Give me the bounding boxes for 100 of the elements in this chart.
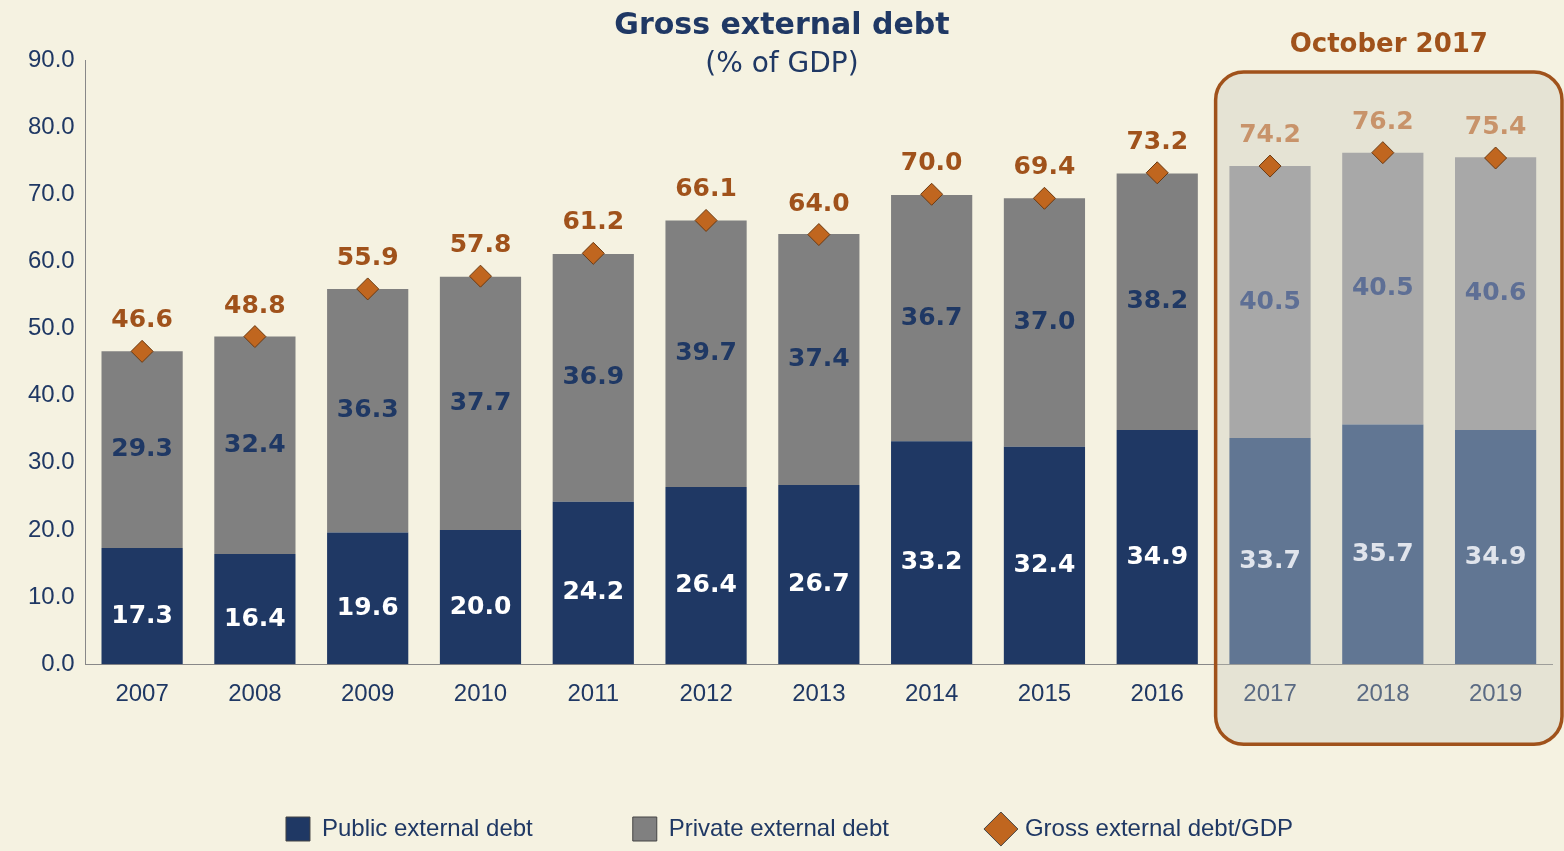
data-label: 66.1 [675,173,737,203]
data-label: 33.2 [900,546,963,576]
data-label: 64.0 [788,187,850,217]
x-tick-label: 2009 [340,679,395,707]
bar [891,194,973,442]
bar [891,441,973,665]
y-tick-label: 30.0 [27,447,75,475]
data-label: 40.5 [1239,285,1301,315]
bar [552,254,634,502]
y-tick-label: 70.0 [27,178,75,206]
x-tick-label: 2015 [1017,679,1072,707]
point [694,208,718,232]
bar [327,288,409,533]
bar [552,501,634,665]
data-label: 17.3 [111,599,173,629]
bar [1229,166,1311,438]
y-tick-label: 10.0 [27,581,75,609]
data-label: 35.7 [1351,537,1414,567]
point [807,223,831,247]
bar [778,484,860,665]
y-tick-label: 90.0 [27,44,75,72]
data-label: 33.7 [1239,544,1301,574]
x-tick-label: 2017 [1243,679,1297,707]
x-tick-label: 2008 [228,679,282,707]
chart-title: Gross external debt [614,6,950,41]
bar [665,220,747,487]
x-tick-label: 2007 [115,679,169,707]
data-label: 26.4 [675,569,737,599]
y-tick-label: 50.0 [27,313,75,341]
data-label: 32.4 [224,428,286,458]
data-label: 48.8 [224,289,286,319]
point [1484,146,1508,170]
data-label: 75.4 [1464,111,1527,141]
x-tick-label: 2010 [453,679,508,707]
point [1032,186,1056,210]
data-label: 46.6 [111,304,173,334]
point [1258,154,1282,178]
y-tick-label: 0.0 [41,648,75,676]
bar [1342,424,1424,665]
bar [214,554,296,665]
bar [101,351,183,549]
point [130,339,154,363]
data-label: 37.0 [1013,305,1076,335]
data-label: 36.7 [900,301,963,331]
band-label: October 2017 [1289,27,1488,58]
point [468,264,492,288]
bar [1342,152,1424,425]
bar [1229,437,1311,665]
bar [1003,446,1086,665]
point [243,325,267,349]
data-label: 16.4 [224,602,286,632]
data-label: 37.4 [788,342,850,372]
data-label: 36.9 [562,361,625,391]
x-tick-label: 2019 [1468,679,1523,707]
y-tick-label: 40.0 [27,380,75,408]
legend-label: Gross external debt/GDP [1024,813,1294,841]
data-label: 70.0 [900,147,963,177]
bar [327,532,409,665]
bar [1455,157,1537,430]
data-label: 55.9 [336,241,399,271]
bar [101,548,183,665]
bar [778,233,860,485]
data-label: 34.9 [1464,540,1527,570]
bar [439,529,522,665]
data-label: 40.5 [1351,272,1414,302]
bar [1455,429,1537,665]
data-label: 29.3 [111,433,173,463]
data-label: 19.6 [336,591,399,621]
y-tick-label: 20.0 [27,514,75,542]
data-label: 38.2 [1126,285,1189,315]
data-label: 39.7 [675,337,737,367]
x-tick-label: 2011 [567,679,620,707]
bar [665,486,747,665]
data-label: 36.3 [336,394,399,424]
data-label: 37.7 [449,386,512,416]
bar [1116,173,1198,430]
point [1371,141,1395,165]
data-label: 73.2 [1126,125,1189,155]
data-label: 74.2 [1239,119,1301,149]
chart-subtitle: (% of GDP) [705,46,859,79]
x-tick-label: 2012 [679,679,733,707]
bar [1003,198,1086,447]
data-label: 26.7 [788,568,850,598]
bar [439,276,522,530]
data-label: 57.8 [449,229,512,259]
data-label: 61.2 [562,206,625,236]
data-label: 69.4 [1013,151,1076,181]
legend-label: Private external debt [668,813,890,841]
x-tick-label: 2016 [1130,679,1184,707]
data-label: 76.2 [1351,105,1414,135]
x-tick-label: 2014 [904,679,959,707]
point [1145,161,1169,185]
x-tick-label: 2013 [792,679,846,707]
data-label: 34.9 [1126,540,1189,570]
bar [214,336,296,555]
data-label: 24.2 [562,576,625,606]
point [581,241,605,265]
data-label: 32.4 [1013,548,1076,578]
data-label: 20.0 [449,590,512,620]
y-tick-label: 60.0 [27,246,75,274]
